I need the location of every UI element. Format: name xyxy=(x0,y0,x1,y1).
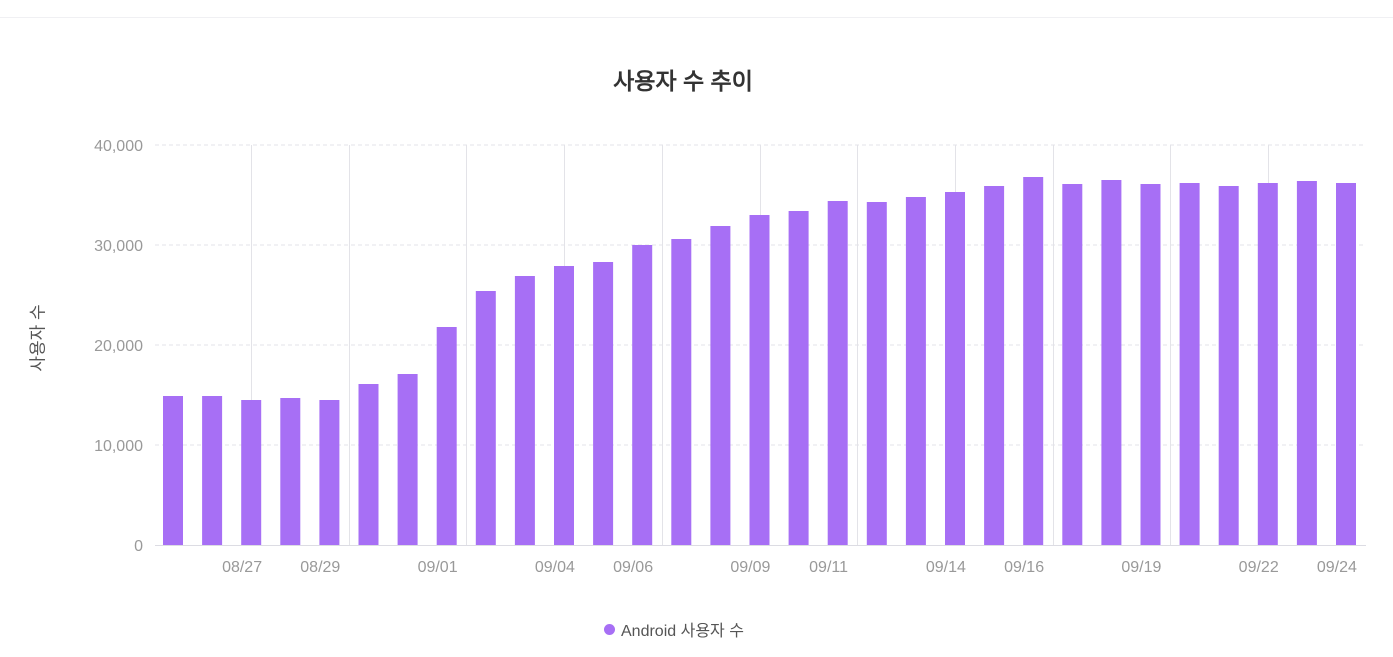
bar xyxy=(710,226,731,545)
x-tick-label: 08/27 xyxy=(222,559,262,576)
x-tick-label: 09/14 xyxy=(926,559,966,576)
bar xyxy=(984,186,1005,545)
bar xyxy=(905,197,926,545)
bar xyxy=(436,327,457,545)
bar xyxy=(945,192,965,545)
x-tick-label: 09/19 xyxy=(1121,559,1161,576)
bar xyxy=(632,245,653,545)
bar xyxy=(749,215,770,545)
bar xyxy=(593,262,614,545)
y-tick-label: 30,000 xyxy=(94,238,143,255)
x-tick-label: 09/01 xyxy=(418,559,458,576)
legend-marker-icon xyxy=(604,623,615,635)
y-tick-label: 10,000 xyxy=(94,438,143,455)
bar xyxy=(1179,183,1200,545)
y-tick-label: 40,000 xyxy=(94,138,143,155)
bar xyxy=(554,266,574,545)
bar xyxy=(1296,181,1317,545)
legend[interactable]: Android 사용자 수 xyxy=(604,618,744,640)
bar xyxy=(358,384,379,545)
x-tick-label: 09/16 xyxy=(1004,559,1044,576)
bar xyxy=(671,239,692,545)
x-tick-label: 08/29 xyxy=(300,559,340,576)
x-tick-label: 09/24 xyxy=(1317,559,1357,576)
bar xyxy=(163,396,183,545)
x-tick-label: 09/11 xyxy=(809,559,848,576)
bar xyxy=(827,201,848,545)
bar xyxy=(788,211,809,545)
chart-title: 사용자 수 추이 xyxy=(613,68,753,94)
top-divider xyxy=(0,17,1393,18)
bar xyxy=(1257,183,1278,545)
bar xyxy=(1062,184,1083,545)
legend-label: Android 사용자 수 xyxy=(621,623,744,640)
bar xyxy=(1140,184,1161,545)
y-tick-label: 0 xyxy=(134,538,143,555)
bar xyxy=(1218,186,1239,545)
bar-chart: 0 10,000 20,000 30,000 40,000 08/27 08/29 09/01… xyxy=(94,138,1366,576)
x-tick-label: 09/22 xyxy=(1239,559,1279,576)
x-tick-label: 09/06 xyxy=(613,559,653,576)
bar xyxy=(1336,183,1356,545)
bar xyxy=(241,400,262,545)
bar xyxy=(866,202,887,545)
x-tick-label: 09/04 xyxy=(535,559,575,576)
bar xyxy=(280,398,301,545)
bar xyxy=(1023,177,1044,545)
bar xyxy=(202,396,223,545)
bar xyxy=(397,374,418,545)
bar xyxy=(319,400,340,545)
bar xyxy=(514,276,535,545)
bar xyxy=(475,291,496,545)
bar xyxy=(1101,180,1122,545)
y-tick-label: 20,000 xyxy=(94,338,143,355)
x-tick-label: 09/09 xyxy=(730,559,770,576)
